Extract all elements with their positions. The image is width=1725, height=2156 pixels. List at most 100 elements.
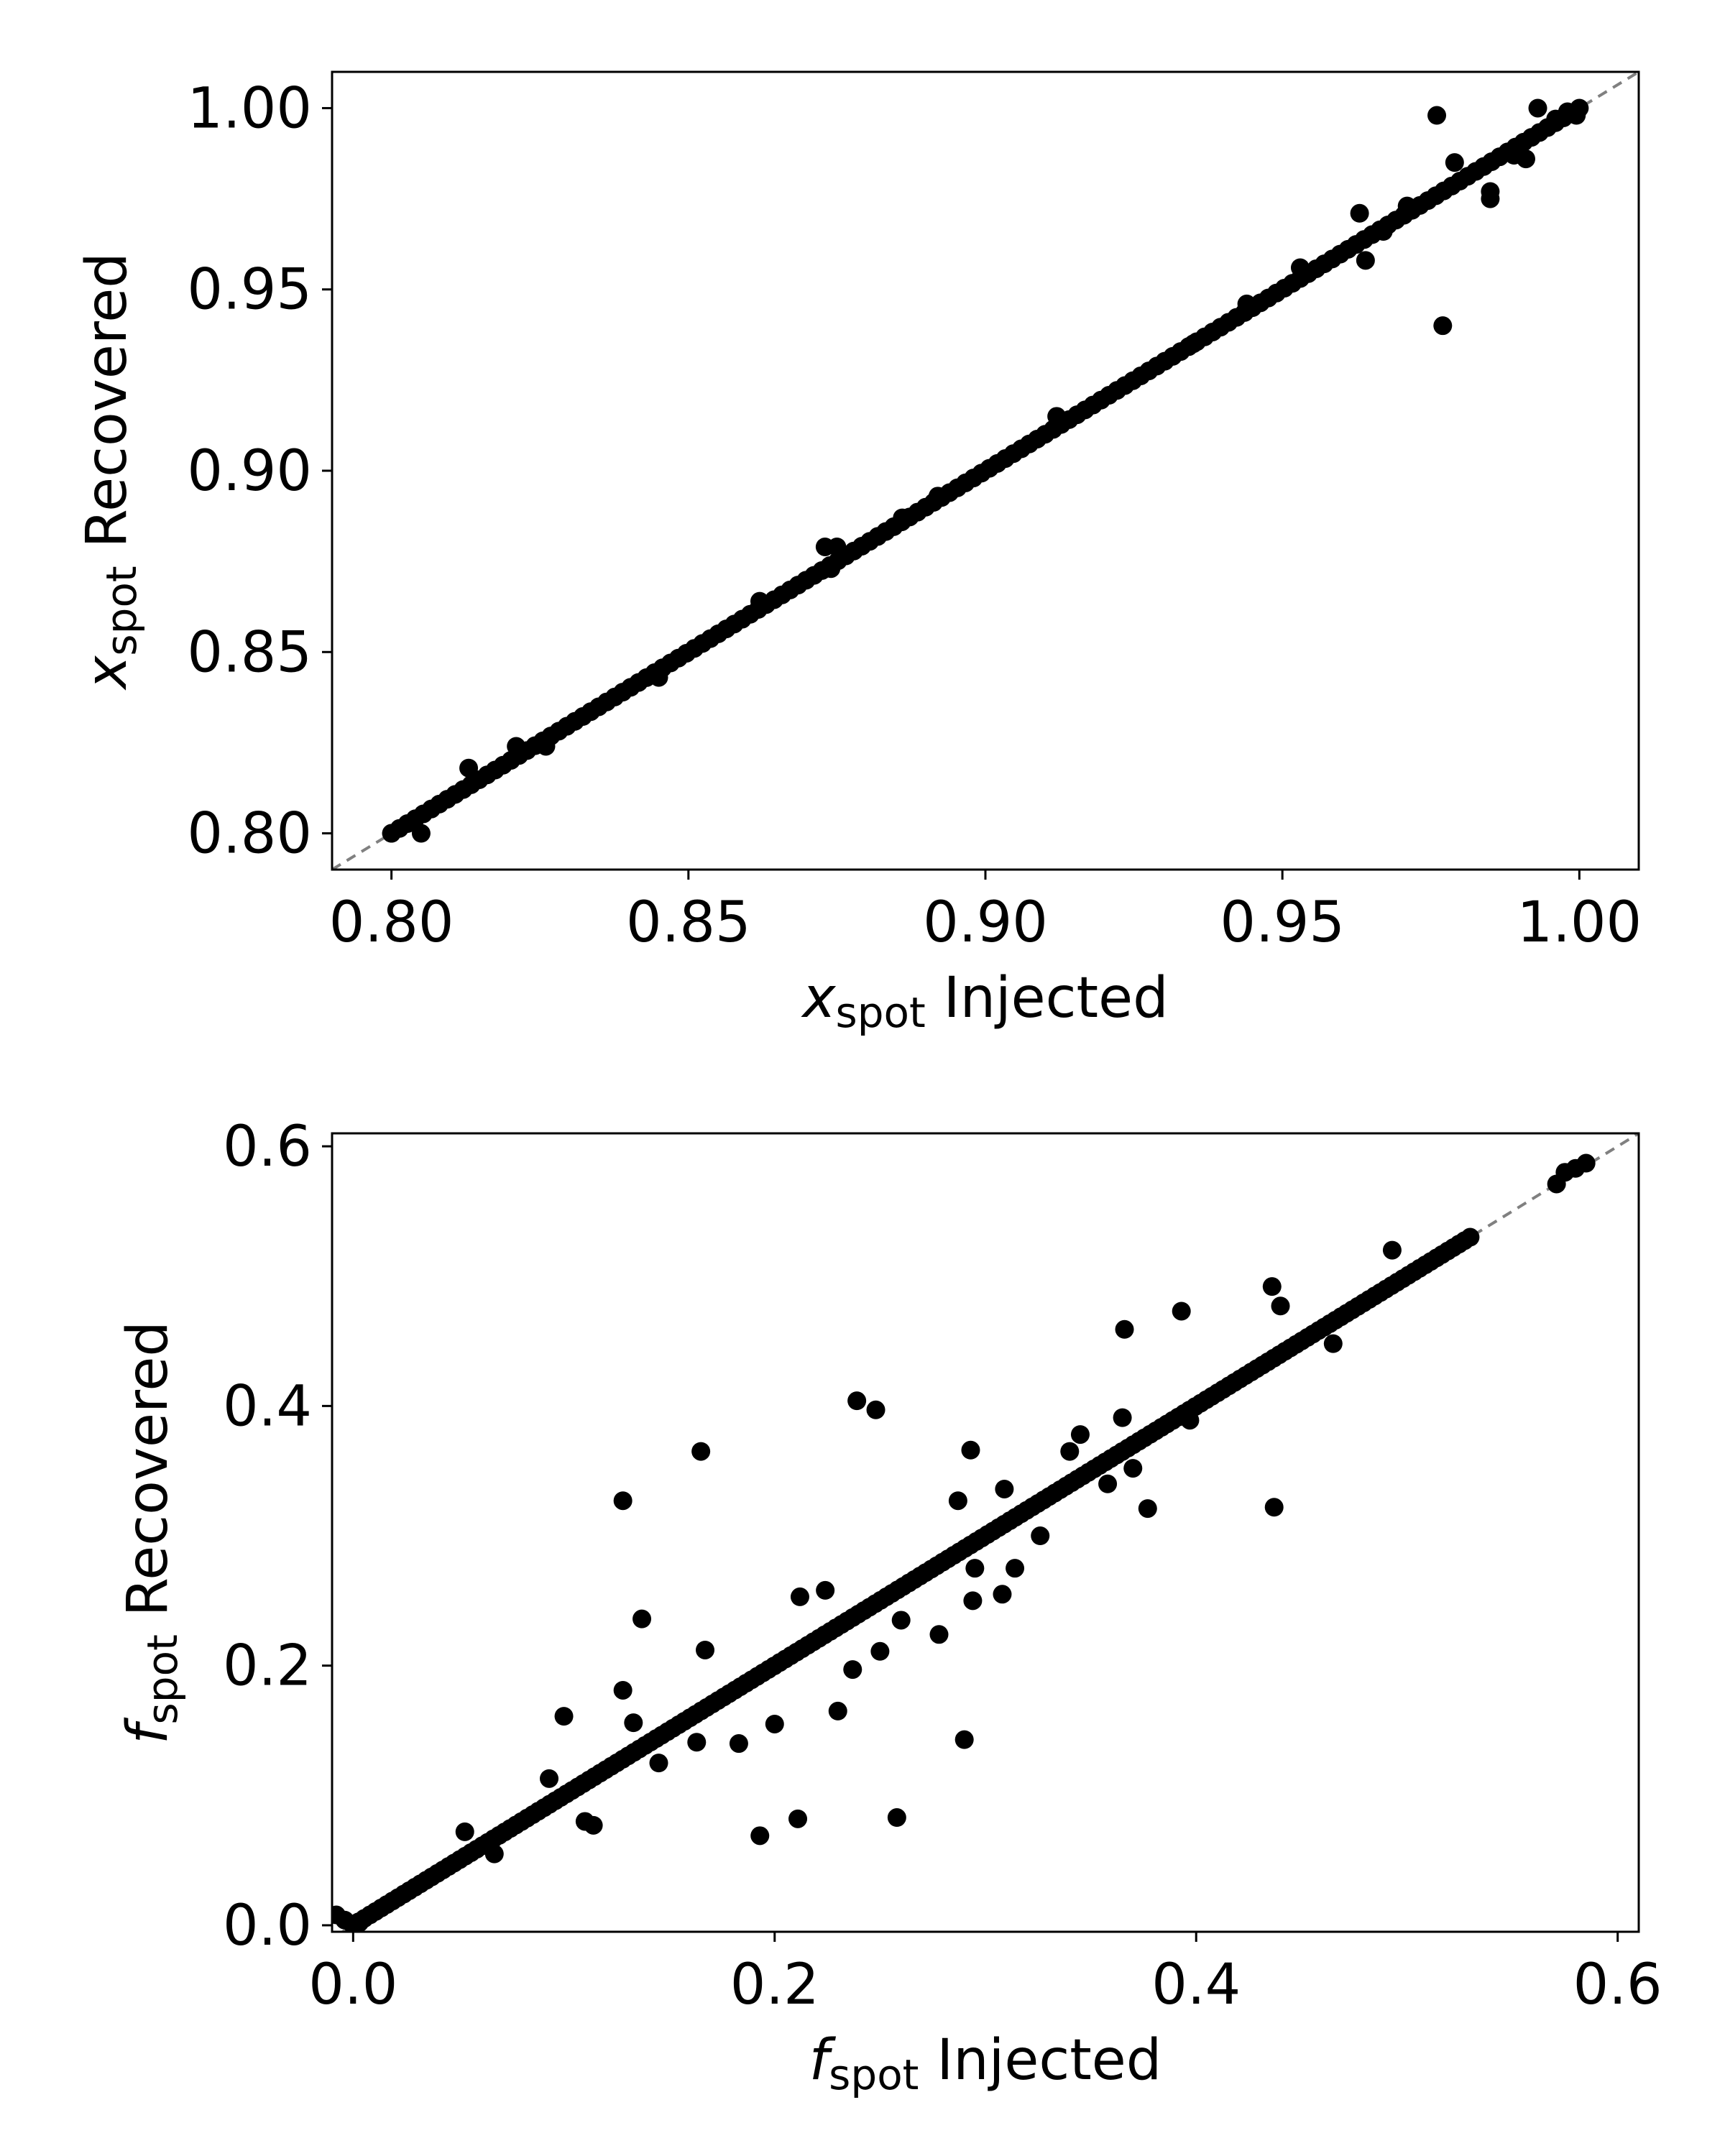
data-point: [1180, 1411, 1200, 1430]
data-point: [816, 1580, 835, 1600]
data-point: [870, 1641, 890, 1661]
x-tick-label: 0.85: [626, 890, 751, 955]
data-point: [696, 1640, 715, 1659]
plot-frame: [331, 1132, 1640, 1933]
data-point: [1528, 98, 1547, 118]
data-point: [484, 1844, 504, 1864]
x-tick-label: 0.0: [308, 1953, 397, 2017]
y-tick-label: 0.4: [223, 1374, 312, 1439]
data-point: [1060, 1442, 1080, 1461]
data-point: [822, 559, 841, 579]
data-point: [382, 824, 401, 843]
data-point: [750, 1826, 770, 1846]
data-point: [1445, 153, 1464, 172]
data-point: [928, 487, 947, 506]
x-tick-label: 0.90: [923, 890, 1048, 955]
data-point: [1374, 222, 1393, 241]
y-tick-label: 0.80: [187, 802, 312, 867]
data-point: [1070, 1425, 1090, 1445]
data-point: [1031, 1526, 1050, 1546]
data-points: [332, 1153, 1596, 1932]
data-point: [891, 1611, 911, 1630]
data-point: [536, 737, 556, 756]
data-point: [1098, 1474, 1118, 1493]
data-point: [649, 668, 668, 687]
data-point: [649, 1754, 668, 1773]
y-tick-label: 0.2: [223, 1634, 312, 1699]
data-point: [843, 1660, 862, 1680]
y-tick-label: 0.0: [223, 1894, 312, 1958]
data-point: [613, 1680, 632, 1700]
data-point: [1460, 1227, 1480, 1247]
data-point: [1481, 182, 1500, 201]
data-point: [1006, 1559, 1025, 1578]
data-point: [613, 1491, 632, 1511]
data-point: [1123, 1459, 1143, 1478]
data-point: [1113, 1408, 1132, 1427]
data-point: [1115, 1319, 1134, 1339]
data-point: [632, 1609, 652, 1628]
y-tick-label: 0.90: [187, 439, 312, 504]
data-point: [847, 1391, 867, 1411]
data-point: [350, 1913, 369, 1932]
y-tick-label: 0.95: [187, 258, 312, 323]
data-point: [687, 1733, 707, 1752]
data-point: [1427, 106, 1447, 125]
y-tick-label: 0.6: [223, 1115, 312, 1179]
data-point: [459, 758, 479, 778]
data-point: [1264, 1498, 1284, 1517]
data-point: [961, 1440, 980, 1460]
x-tick-label: 0.2: [730, 1953, 819, 2017]
data-point: [1271, 1296, 1290, 1316]
y-axis-label: fspot Recovered: [116, 1321, 187, 1744]
data-point: [1290, 258, 1310, 277]
x-axis-label: xspot Injected: [800, 966, 1168, 1037]
data-point: [750, 591, 769, 611]
data-point: [995, 1479, 1014, 1498]
data-point: [1172, 1302, 1191, 1321]
data-point: [948, 1491, 967, 1511]
data-point: [624, 1713, 643, 1733]
data-point: [1433, 316, 1453, 336]
data-point: [729, 1734, 748, 1754]
y-tick-label: 1.00: [187, 76, 312, 141]
y-axis-label: xspot Recovered: [75, 252, 146, 691]
panel-2: 0.0 0.2 0.4 0.6 0.0 0.2 0.4 0.6 fspot Injected fs…: [116, 1115, 1662, 2099]
data-point: [788, 1809, 808, 1828]
data-point: [455, 1822, 474, 1841]
data-point: [954, 1730, 974, 1749]
data-point: [1237, 294, 1256, 313]
y-tick-label: 0.85: [187, 620, 312, 685]
data-point: [1576, 1153, 1596, 1173]
data-point: [827, 537, 847, 556]
x-tick-label: 0.4: [1151, 1953, 1241, 2017]
x-tick-label: 1.00: [1517, 890, 1642, 955]
data-point: [1397, 196, 1417, 216]
data-point: [1184, 334, 1203, 354]
x-axis-label: fspot Injected: [809, 2028, 1162, 2099]
data-point: [765, 1714, 784, 1733]
data-point: [1350, 203, 1369, 223]
data-point: [1047, 407, 1067, 426]
data-point: [866, 1400, 886, 1419]
data-point: [1567, 106, 1586, 125]
data-point: [790, 1587, 809, 1606]
data-point: [1323, 1334, 1343, 1353]
data-point: [584, 1815, 603, 1835]
data-point: [507, 737, 526, 756]
data-points: [382, 98, 1589, 843]
data-point: [887, 1808, 906, 1828]
data-point: [1356, 251, 1375, 270]
x-tick-label: 0.80: [329, 890, 454, 955]
data-point: [411, 824, 431, 843]
panel-1: 0.80 0.85 0.90 0.95 1.00 0.80 0.85 0.90 0.95 1.00…: [75, 70, 1642, 1037]
data-point: [1516, 149, 1535, 169]
data-point: [929, 1625, 949, 1644]
data-point: [893, 508, 912, 528]
data-point: [1382, 1240, 1402, 1260]
data-point: [1262, 1277, 1282, 1296]
data-point: [554, 1707, 574, 1726]
data-point: [828, 1701, 847, 1720]
data-point: [540, 1769, 559, 1788]
